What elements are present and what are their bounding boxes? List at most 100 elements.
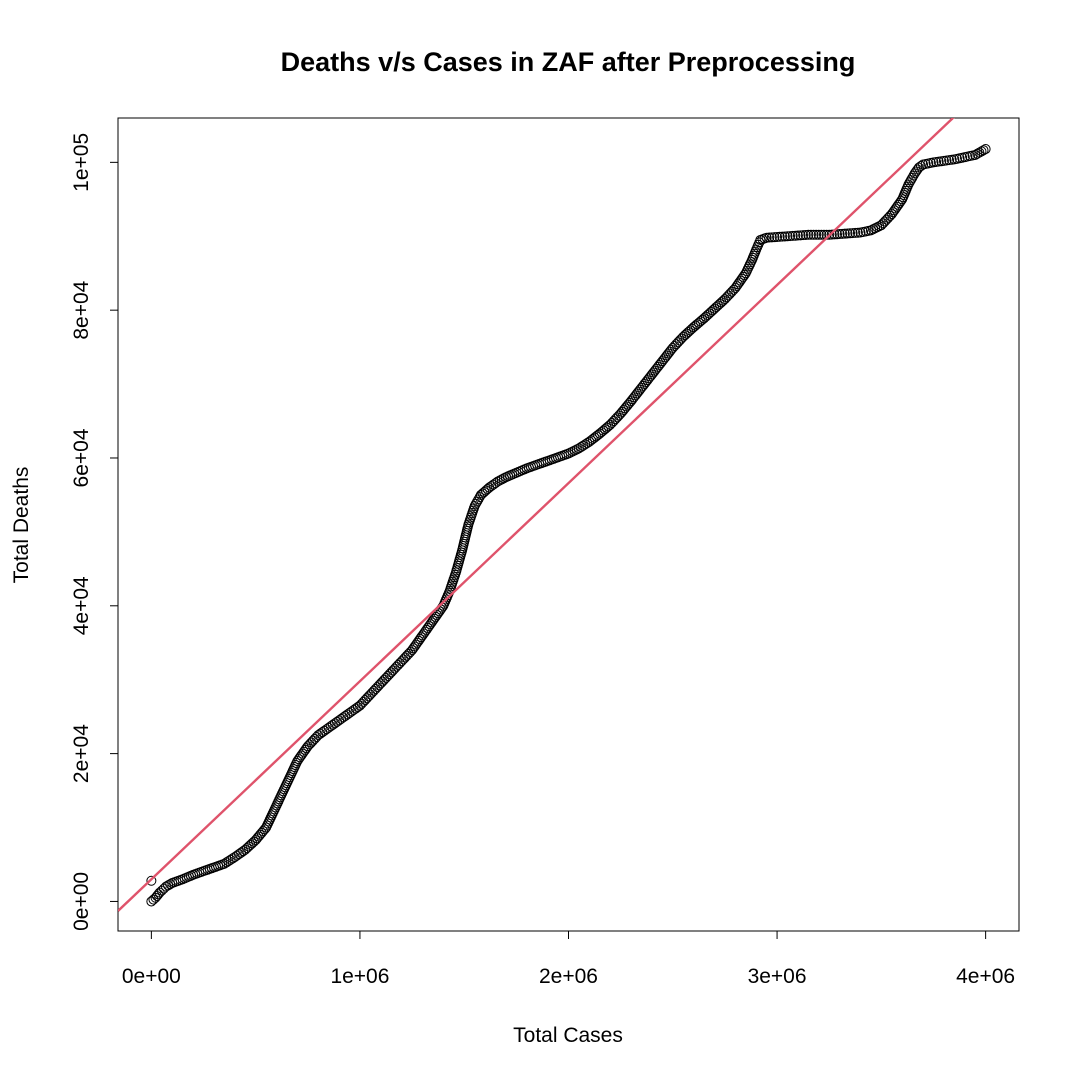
data-point-132 [365,689,376,700]
data-point-412 [798,230,809,241]
data-point-340 [674,335,685,346]
data-point-157 [408,643,419,654]
data-point-128 [358,696,369,707]
data-point-471 [912,164,923,175]
data-point-417 [811,229,822,240]
y-tick-label-3: 6e+04 [70,428,93,487]
data-point-428 [839,228,850,239]
data-point-134 [368,685,379,696]
data-point-129 [360,695,371,706]
data-point-401 [769,232,780,243]
data-point-374 [732,279,743,290]
y-ticks: 0e+00 2e+04 4e+04 6e+04 8e+04 1e+05 [70,133,118,931]
data-point-341 [676,333,687,344]
data-point-446 [881,214,892,225]
data-points [146,144,991,907]
x-tick-label-1: 1e+06 [330,965,389,988]
data-point-125 [352,702,363,713]
outlier-point-0 [146,875,157,886]
data-point-418 [813,229,824,240]
data-point-150 [396,656,407,667]
data-point-402 [772,231,783,242]
data-point-385 [745,257,756,268]
data-point-378 [738,271,749,282]
data-point-152 [400,652,411,663]
data-point-130 [361,693,372,704]
data-point-154 [403,648,414,659]
y-axis-label: Total Deaths [10,467,33,584]
y-tick-label-1: 2e+04 [70,724,93,783]
data-point-410 [792,230,803,241]
data-point-473 [915,161,926,172]
x-tick-label-4: 4e+06 [956,965,1015,988]
data-point-175 [431,610,442,621]
data-point-139 [377,676,388,687]
data-point-297 [608,416,619,427]
data-point-176 [433,608,444,619]
data-point-454 [893,199,904,210]
data-point-169 [424,621,435,632]
data-point-457 [897,194,908,205]
plot-area-border [117,117,1020,932]
data-point-364 [716,297,727,308]
data-point-181 [439,598,450,609]
data-point-403 [774,231,785,242]
data-point-339 [673,337,683,348]
data-point-444 [878,218,889,229]
data-point-96 [297,748,308,759]
data-point-431 [847,228,858,239]
data-point-445 [879,216,890,227]
data-point-299 [612,412,623,423]
y-tick-label-4: 8e+04 [70,280,93,339]
data-point-432 [850,227,861,238]
data-point-171 [426,617,437,628]
data-point-4 [153,889,164,900]
data-point-409 [790,230,801,241]
y-tick-label-0: 0e+00 [70,872,93,931]
data-point-137 [374,680,385,691]
data-point-370 [726,286,737,297]
data-point-335 [666,344,677,355]
data-point-427 [837,228,848,239]
x-tick-label-0: 0e+00 [122,965,181,988]
y-tick-label-5: 1e+05 [70,133,93,192]
data-point-447 [883,212,894,223]
data-point-375 [734,277,745,288]
data-point-416 [808,229,819,240]
regression-line [118,118,955,912]
data-point-105 [311,731,322,742]
data-point-145 [387,665,398,676]
data-point-407 [785,231,796,242]
data-point-408 [787,230,798,241]
data-point-153 [401,650,412,661]
data-point-453 [891,201,902,212]
data-point-127 [356,698,367,709]
data-point-366 [719,294,730,305]
x-axis-label: Total Cases [513,1024,623,1047]
data-point-413 [800,229,811,240]
data-point-429 [842,228,853,239]
data-point-159 [410,639,421,650]
data-point-144 [386,667,397,678]
data-point-141 [381,672,392,683]
data-point-423 [826,229,837,240]
data-point-372 [730,282,741,293]
data-point-126 [354,700,365,711]
data-point-140 [379,674,390,685]
data-point-183 [441,594,452,605]
data-point-430 [845,228,856,239]
data-point-414 [803,229,814,240]
data-point-337 [669,341,680,352]
data-point-102 [306,737,317,748]
data-point-166 [420,626,431,637]
data-point-367 [721,292,732,303]
data-point-296 [606,417,617,428]
data-point-142 [382,671,393,682]
data-point-365 [718,295,729,306]
data-point-406 [782,231,793,242]
data-point-172 [427,615,438,626]
data-point-164 [417,630,428,641]
data-point-158 [409,641,420,652]
data-point-165 [418,628,429,639]
data-point-149 [394,658,405,669]
